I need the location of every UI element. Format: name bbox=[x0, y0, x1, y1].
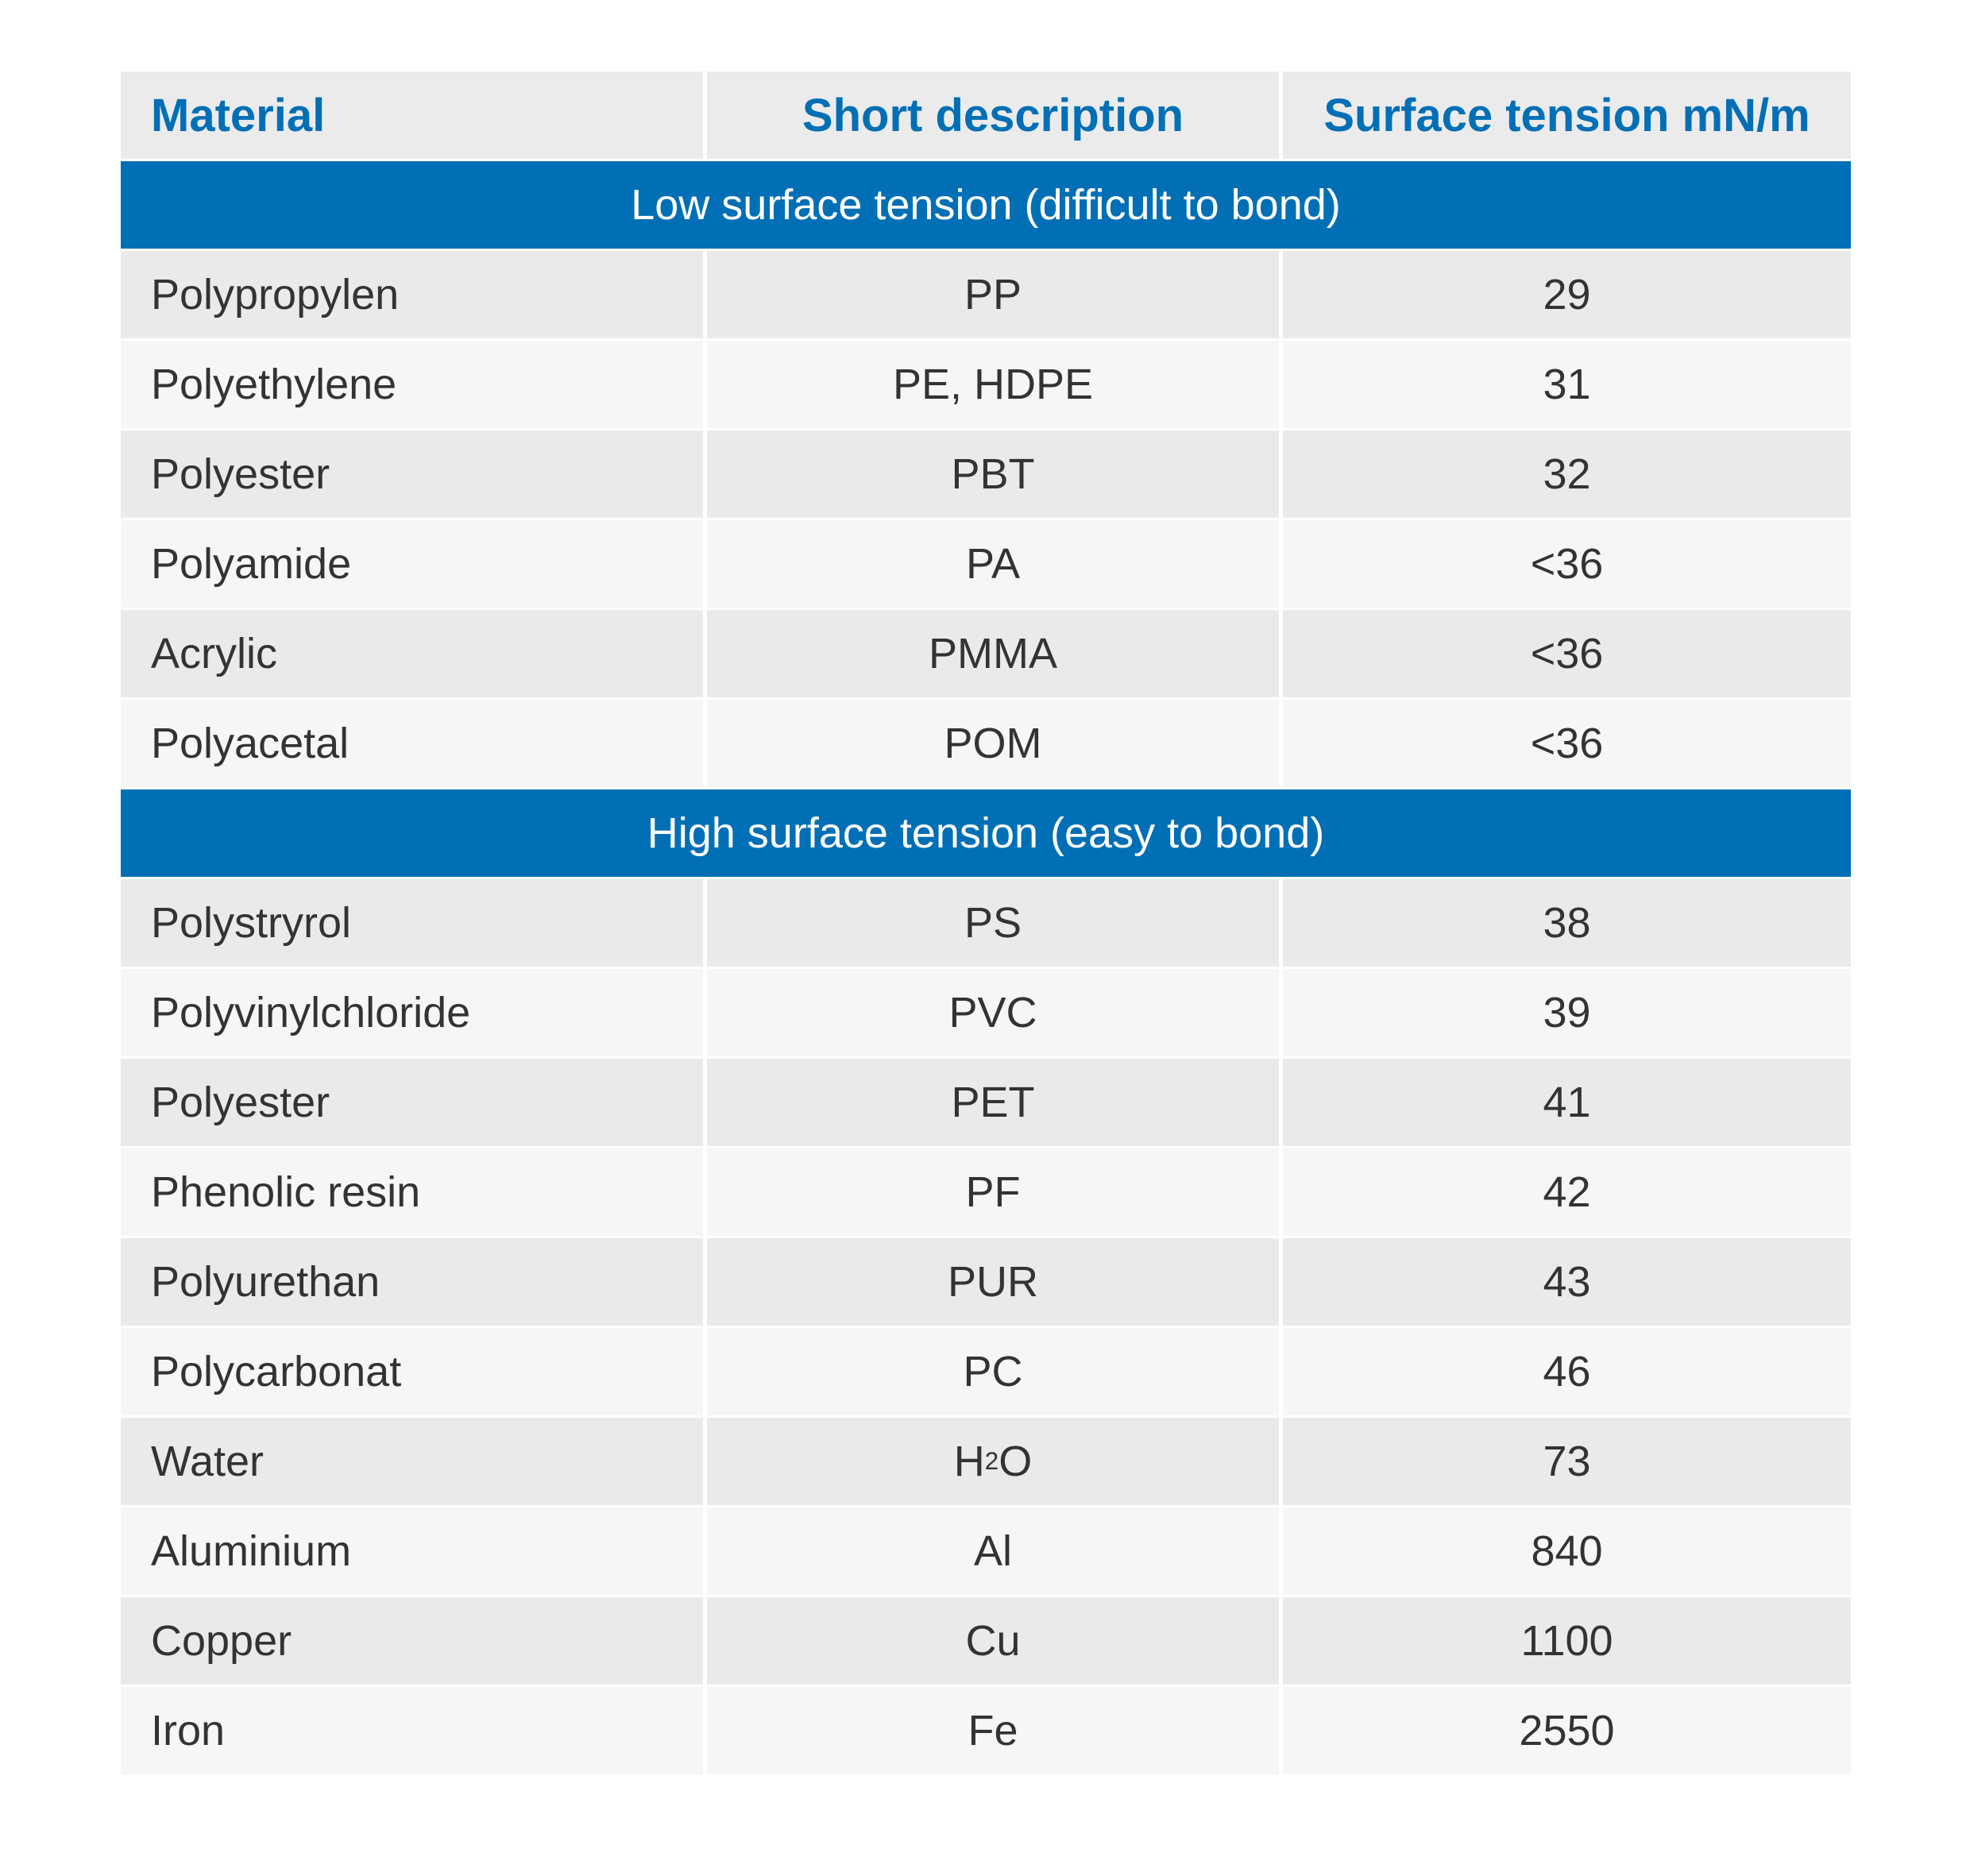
surface-tension-cell: 29 bbox=[1283, 251, 1851, 338]
short-description-cell: PET bbox=[707, 1059, 1279, 1146]
surface-tension-cell: 41 bbox=[1283, 1059, 1851, 1146]
short-description-cell: PE, HDPE bbox=[707, 341, 1279, 428]
table-row: Polyethylene PE, HDPE 31 bbox=[121, 341, 1851, 428]
short-description-cell: PS bbox=[707, 879, 1279, 967]
table-row: Water H 2 O 73 bbox=[121, 1418, 1851, 1505]
table-row: Polyacetal POM <36 bbox=[121, 700, 1851, 787]
surface-tension-cell: 32 bbox=[1283, 430, 1851, 518]
table-row: Polyester PBT 32 bbox=[121, 430, 1851, 518]
table-header-row: Material Short description Surface tensi… bbox=[121, 71, 1851, 159]
short-description-cell: PF bbox=[707, 1148, 1279, 1236]
table-row: Copper Cu 1100 bbox=[121, 1597, 1851, 1685]
material-cell: Phenolic resin bbox=[121, 1148, 703, 1236]
short-description-cell: Fe bbox=[707, 1687, 1279, 1774]
material-cell: Polyethylene bbox=[121, 341, 703, 428]
surface-tension-cell: <36 bbox=[1283, 520, 1851, 608]
material-cell: Polyurethan bbox=[121, 1238, 703, 1326]
table-row: Polyvinylchloride PVC 39 bbox=[121, 969, 1851, 1056]
material-cell: Polypropylen bbox=[121, 251, 703, 338]
surface-tension-cell: 39 bbox=[1283, 969, 1851, 1056]
surface-tension-cell: 2550 bbox=[1283, 1687, 1851, 1774]
short-description-cell: POM bbox=[707, 700, 1279, 787]
column-header-short-description: Short description bbox=[707, 71, 1279, 159]
column-header-surface-tension: Surface tension mN/m bbox=[1283, 71, 1851, 159]
surface-tension-cell: 42 bbox=[1283, 1148, 1851, 1236]
short-description-cell: PA bbox=[707, 520, 1279, 608]
material-cell: Aluminium bbox=[121, 1507, 703, 1595]
table-row: Polycarbonat PC 46 bbox=[121, 1328, 1851, 1415]
material-cell: Polycarbonat bbox=[121, 1328, 703, 1415]
material-cell: Polyvinylchloride bbox=[121, 969, 703, 1056]
table-row: Acrylic PMMA <36 bbox=[121, 610, 1851, 697]
surface-tension-cell: 46 bbox=[1283, 1328, 1851, 1415]
table-row: Iron Fe 2550 bbox=[121, 1687, 1851, 1774]
surface-tension-cell: <36 bbox=[1283, 610, 1851, 697]
section-header-band: Low surface tension (difficult to bond) bbox=[121, 161, 1851, 249]
table-row: Polystryrol PS 38 bbox=[121, 879, 1851, 967]
surface-tension-cell: 1100 bbox=[1283, 1597, 1851, 1685]
material-cell: Polyacetal bbox=[121, 700, 703, 787]
short-description-cell: PP bbox=[707, 251, 1279, 338]
table-row: Polypropylen PP 29 bbox=[121, 251, 1851, 338]
material-cell: Water bbox=[121, 1418, 703, 1505]
material-cell: Acrylic bbox=[121, 610, 703, 697]
short-description-cell: PBT bbox=[707, 430, 1279, 518]
short-description-cell: PMMA bbox=[707, 610, 1279, 697]
surface-tension-table: Material Short description Surface tensi… bbox=[121, 71, 1851, 1777]
table-row: Polyurethan PUR 43 bbox=[121, 1238, 1851, 1326]
surface-tension-cell: 31 bbox=[1283, 341, 1851, 428]
short-description-cell: PVC bbox=[707, 969, 1279, 1056]
short-description-cell: Cu bbox=[707, 1597, 1279, 1685]
table-row: Phenolic resin PF 42 bbox=[121, 1148, 1851, 1236]
material-cell: Iron bbox=[121, 1687, 703, 1774]
table-row: Polyester PET 41 bbox=[121, 1059, 1851, 1146]
short-description-cell: Al bbox=[707, 1507, 1279, 1595]
column-header-material: Material bbox=[121, 71, 703, 159]
surface-tension-cell: 840 bbox=[1283, 1507, 1851, 1595]
table-row: Aluminium Al 840 bbox=[121, 1507, 1851, 1595]
material-cell: Polyester bbox=[121, 1059, 703, 1146]
section-header-band: High surface tension (easy to bond) bbox=[121, 789, 1851, 877]
short-description-cell: PC bbox=[707, 1328, 1279, 1415]
material-cell: Polystryrol bbox=[121, 879, 703, 967]
short-description-cell: PUR bbox=[707, 1238, 1279, 1326]
table-row: Polyamide PA <36 bbox=[121, 520, 1851, 608]
surface-tension-cell: 38 bbox=[1283, 879, 1851, 967]
surface-tension-cell: <36 bbox=[1283, 700, 1851, 787]
material-cell: Polyester bbox=[121, 430, 703, 518]
surface-tension-cell: 43 bbox=[1283, 1238, 1851, 1326]
table-body: Low surface tension (difficult to bond) P… bbox=[121, 161, 1851, 1774]
material-cell: Polyamide bbox=[121, 520, 703, 608]
surface-tension-cell: 73 bbox=[1283, 1418, 1851, 1505]
material-cell: Copper bbox=[121, 1597, 703, 1685]
